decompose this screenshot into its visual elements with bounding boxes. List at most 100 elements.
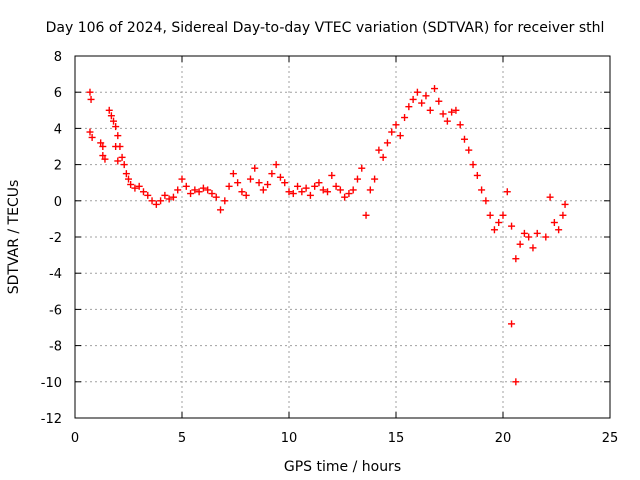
- data-point: [345, 190, 353, 198]
- data-points: [86, 85, 569, 386]
- data-point: [255, 179, 263, 187]
- data-point: [332, 182, 340, 190]
- data-point: [495, 219, 503, 227]
- data-point: [383, 139, 391, 147]
- data-point: [508, 222, 516, 230]
- y-tick-label: -2: [49, 231, 62, 246]
- data-point: [525, 233, 533, 241]
- data-point: [341, 193, 349, 201]
- data-point: [238, 188, 246, 196]
- data-point: [112, 143, 120, 150]
- data-point: [559, 211, 567, 219]
- data-point: [396, 132, 404, 140]
- data-point: [182, 182, 190, 190]
- data-point: [324, 188, 332, 196]
- data-point: [139, 188, 147, 196]
- data-point: [178, 175, 186, 183]
- data-point: [426, 106, 434, 114]
- data-point: [388, 128, 396, 136]
- data-point: [516, 240, 524, 248]
- x-tick-label: 0: [71, 431, 79, 446]
- y-tick-label: 4: [54, 122, 62, 137]
- data-point: [379, 153, 387, 161]
- y-tick-label: 0: [54, 195, 62, 210]
- data-point: [294, 182, 302, 190]
- data-point: [302, 184, 310, 192]
- data-point: [118, 153, 126, 161]
- data-point: [99, 143, 107, 150]
- data-point: [281, 179, 289, 187]
- data-point: [204, 186, 212, 194]
- data-point: [473, 171, 481, 179]
- data-point: [110, 117, 118, 125]
- data-point: [319, 186, 327, 194]
- data-point: [315, 179, 323, 187]
- data-point: [431, 85, 439, 93]
- data-point: [148, 197, 156, 205]
- data-point: [251, 164, 259, 172]
- data-point: [452, 106, 460, 114]
- data-point: [195, 188, 203, 196]
- y-axis: 8 6 4 2 0 -2 -4 -6 -8 -10 -12: [41, 50, 610, 427]
- data-point: [234, 179, 242, 187]
- data-point: [99, 152, 107, 160]
- data-point: [86, 128, 94, 136]
- data-point: [409, 95, 417, 103]
- data-point: [225, 182, 233, 190]
- data-point: [114, 157, 122, 165]
- data-point: [546, 193, 554, 201]
- data-point: [392, 121, 400, 129]
- y-tick-label: -4: [49, 267, 62, 282]
- data-point: [469, 161, 477, 169]
- data-point: [482, 197, 490, 205]
- data-point: [264, 181, 272, 189]
- data-point: [311, 182, 319, 190]
- data-point: [101, 155, 109, 163]
- data-point: [512, 255, 520, 263]
- data-point: [422, 92, 430, 100]
- data-point: [533, 229, 541, 237]
- data-point: [456, 121, 464, 129]
- data-point: [242, 191, 250, 199]
- data-point: [405, 103, 413, 111]
- data-point: [353, 175, 361, 183]
- data-point: [499, 211, 507, 219]
- data-point: [371, 175, 379, 183]
- data-point: [157, 197, 165, 205]
- data-point: [443, 117, 451, 125]
- data-point: [520, 229, 528, 237]
- data-point: [199, 184, 207, 192]
- data-point: [144, 191, 152, 199]
- data-point: [114, 132, 122, 140]
- data-point: [439, 110, 447, 118]
- data-point: [208, 190, 216, 198]
- data-point: [358, 164, 366, 172]
- data-point: [336, 186, 344, 194]
- data-point: [125, 175, 132, 183]
- y-tick-label: -8: [49, 340, 62, 355]
- data-point: [127, 181, 135, 189]
- data-point: [460, 135, 468, 143]
- data-point: [272, 161, 280, 169]
- data-point: [135, 182, 143, 190]
- data-point: [229, 170, 237, 178]
- x-tick-label: 5: [178, 431, 186, 446]
- data-point: [221, 197, 229, 205]
- data-point: [486, 211, 494, 219]
- x-tick-label: 10: [281, 431, 298, 446]
- data-point: [212, 193, 220, 201]
- data-point: [88, 133, 96, 141]
- x-tick-label: 15: [388, 431, 405, 446]
- data-point: [413, 88, 421, 96]
- data-point: [152, 200, 160, 208]
- data-point: [418, 99, 426, 107]
- data-point: [289, 190, 297, 198]
- x-axis-label: GPS time / hours: [284, 459, 401, 475]
- data-point: [174, 186, 182, 194]
- data-point: [401, 114, 409, 122]
- data-point: [306, 191, 314, 199]
- x-tick-label: 25: [602, 431, 619, 446]
- data-point: [217, 206, 225, 214]
- data-point: [87, 95, 95, 103]
- data-point: [268, 170, 276, 178]
